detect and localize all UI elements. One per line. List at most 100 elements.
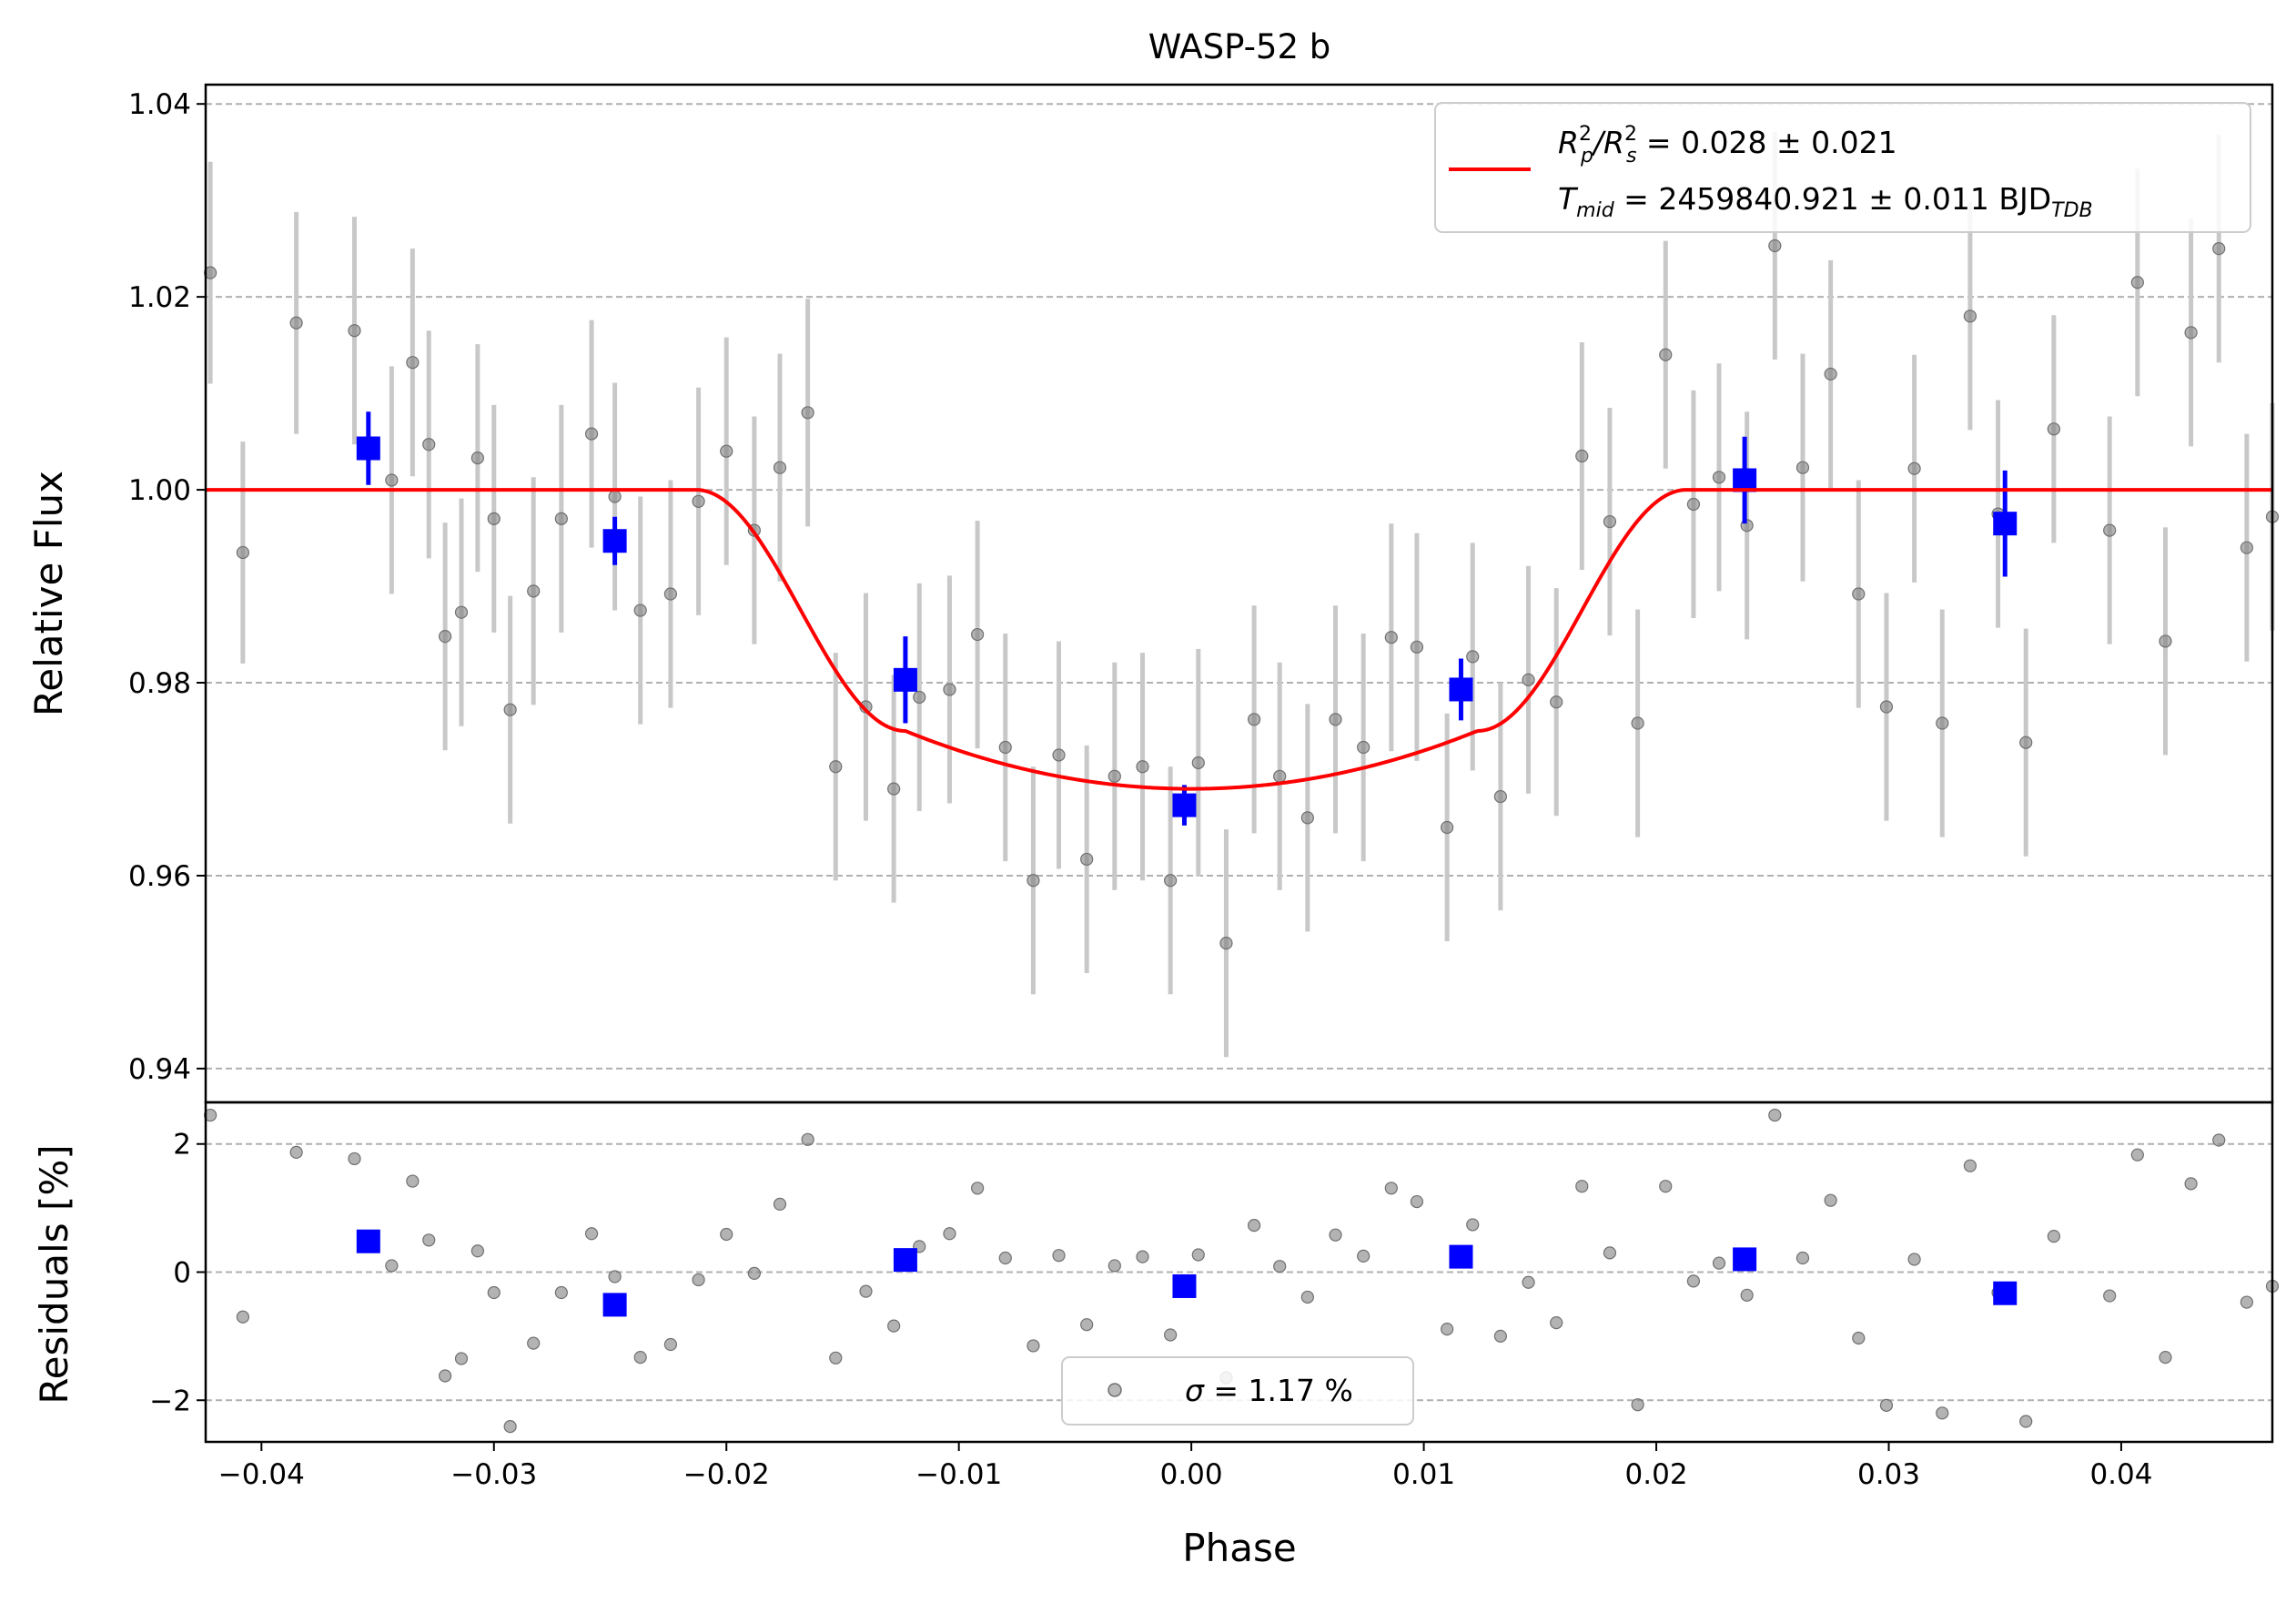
residual-panel: −2 0 2 −0.04 −0.03 −0.02 −0.01 0.00 0.01 0.02 0.0… [149, 1101, 2280, 1491]
residual-raw-point [720, 1227, 733, 1242]
residual-raw-point [998, 1251, 1012, 1265]
residual-raw-point [554, 1285, 568, 1300]
raw-data-point [1136, 760, 1149, 774]
main-y-tick-label: 0.94 [128, 1053, 191, 1086]
residual-raw-point [1740, 1288, 1754, 1302]
residual-raw-point [2184, 1177, 2198, 1191]
raw-data-point [2130, 276, 2144, 289]
residual-raw-point [1768, 1108, 1782, 1122]
residual-raw-point [1300, 1290, 1314, 1304]
residual-raw-point [2159, 1351, 2172, 1365]
residual-raw-point [943, 1227, 956, 1241]
residual-binned-point [356, 1229, 380, 1253]
raw-data-point [2019, 736, 2033, 749]
residual-raw-point [801, 1132, 814, 1146]
residual-binned-point [602, 1293, 627, 1317]
residual-binned-points [356, 1229, 2018, 1317]
residual-binned-point [893, 1248, 917, 1273]
raw-data-point [663, 587, 678, 601]
residual-y-tick-label: 0 [173, 1257, 191, 1290]
legend-rs-sub: s [1626, 145, 1636, 167]
residual-raw-point [1879, 1398, 1894, 1412]
raw-data-point [801, 406, 814, 420]
binned-data-point [602, 529, 627, 553]
residual-raw-point [887, 1319, 901, 1333]
residual-raw-point [422, 1233, 436, 1247]
raw-data-point [1686, 497, 1701, 512]
x-tick-label: −0.04 [218, 1458, 305, 1491]
residual-raw-point [1052, 1249, 1066, 1263]
raw-data-point [1108, 769, 1121, 783]
residual-raw-point [584, 1227, 599, 1241]
main-y-tick-label: 1.02 [128, 281, 191, 314]
x-tick-label: 0.01 [1392, 1458, 1455, 1491]
residual-binned-point [1172, 1273, 1197, 1298]
residual-raw-point [2047, 1229, 2060, 1243]
residual-raw-point [1575, 1180, 1589, 1193]
residual-raw-point [1108, 1259, 1121, 1273]
raw-data-point [1824, 367, 1837, 381]
residual-raw-point [204, 1108, 217, 1122]
raw-data-point [943, 683, 956, 696]
residual-raw-point [1936, 1406, 1949, 1420]
raw-data-point [1631, 716, 1644, 730]
main-legend-box [1434, 102, 2251, 233]
residual-y-tick-label: −2 [149, 1385, 191, 1417]
raw-data-point [633, 604, 647, 617]
residual-raw-point [1329, 1228, 1342, 1242]
legend-rs-symbol: /R [1591, 125, 1624, 160]
residual-raw-point [289, 1145, 303, 1159]
raw-data-point [1080, 852, 1094, 867]
residual-raw-point [1493, 1329, 1507, 1343]
residual-raw-point [1522, 1275, 1535, 1289]
residual-raw-point [1907, 1253, 1921, 1266]
legend-radius-value: = 0.028 ± 0.021 [1636, 125, 1896, 160]
residual-raw-point [2212, 1133, 2226, 1147]
raw-data-point [829, 760, 843, 774]
residual-raw-point [1852, 1331, 1866, 1345]
raw-data-point [1441, 820, 1454, 835]
residual-legend-box [1061, 1356, 1414, 1425]
residual-raw-point [2019, 1415, 2033, 1428]
raw-data-point [1052, 748, 1066, 762]
residual-legend: σ = 1.17 % [1061, 1356, 1414, 1425]
residual-raw-point [829, 1351, 843, 1365]
raw-data-point [1466, 650, 1480, 664]
x-axis-label: Phase [1182, 1526, 1296, 1570]
residual-raw-point [1631, 1398, 1644, 1412]
x-tick-label: −0.03 [450, 1458, 537, 1491]
raw-data-point [454, 605, 469, 619]
x-tick-label: −0.01 [915, 1458, 1002, 1491]
residual-raw-point [1164, 1328, 1178, 1342]
residual-raw-point [527, 1336, 541, 1350]
main-binned-points [356, 411, 2018, 826]
raw-data-point [887, 782, 901, 796]
legend-rp-sup: 2 [1579, 123, 1592, 146]
x-tick-label: 0.00 [1160, 1458, 1223, 1491]
transit-model-curve [206, 488, 2272, 791]
residual-raw-point [633, 1351, 647, 1365]
raw-data-point [1384, 631, 1398, 644]
raw-data-point [2103, 523, 2117, 537]
residual-y-ticks: −2 0 2 [149, 1129, 206, 1417]
raw-data-point [503, 703, 517, 716]
raw-data-point [998, 740, 1012, 755]
raw-data-point [608, 490, 622, 503]
raw-data-point [913, 690, 926, 705]
raw-data-point [1027, 874, 1040, 888]
residual-raw-point [439, 1369, 452, 1383]
residual-raw-point [1824, 1193, 1837, 1207]
residual-raw-point [1136, 1250, 1149, 1263]
main-y-tick-label: 0.98 [128, 667, 191, 700]
residual-binned-point [1993, 1281, 2018, 1305]
residual-raw-point [1384, 1182, 1398, 1195]
x-ticks: −0.04 −0.03 −0.02 −0.01 0.00 0.01 0.02 0.03 0.04 [218, 1442, 2152, 1491]
raw-data-point [1219, 937, 1233, 950]
legend-t-symbol: T [1558, 181, 1579, 217]
raw-data-point [1575, 449, 1589, 463]
raw-data-point [1963, 309, 1977, 323]
raw-data-point [1936, 716, 1949, 730]
legend-rs-sup: 2 [1624, 123, 1637, 146]
raw-data-point [1164, 874, 1178, 888]
raw-data-point [1768, 238, 1782, 253]
